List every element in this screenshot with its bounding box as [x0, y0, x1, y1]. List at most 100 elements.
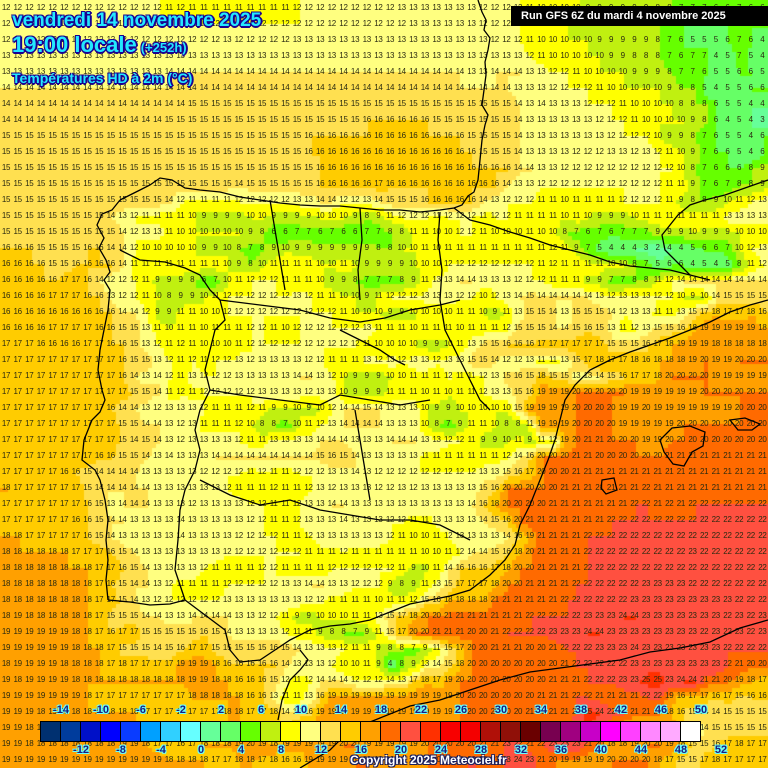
temperature-value: 11 — [223, 323, 231, 332]
temperature-value: 12 — [525, 195, 534, 204]
temperature-value: 9 — [166, 307, 171, 316]
temperature-value: 12 — [409, 211, 418, 220]
temperature-value: 22 — [734, 531, 744, 540]
temperature-value: 14 — [583, 291, 593, 300]
temperature-value: 11 — [397, 595, 406, 604]
temperature-value: 12 — [118, 3, 127, 12]
temperature-value: 19 — [362, 707, 372, 716]
temperature-value: 16 — [176, 643, 185, 652]
temperature-value: 15 — [129, 179, 139, 188]
temperature-value: 14 — [60, 83, 69, 92]
temperature-value: 11 — [583, 259, 592, 268]
temperature-value: 11 — [421, 579, 429, 588]
temperature-value: 17 — [25, 451, 34, 460]
temperature-value: 20 — [478, 659, 488, 668]
temperature-value: 17 — [60, 435, 69, 444]
temperature-value: 13 — [141, 515, 150, 524]
temperature-value: 12 — [653, 163, 662, 172]
temperature-value: 12 — [339, 547, 348, 556]
temperature-value: 12 — [583, 147, 593, 156]
temperature-value: 13 — [141, 51, 150, 60]
temperature-value: 18 — [83, 739, 92, 748]
temperature-value: 13 — [129, 531, 139, 540]
temperature-value: 19 — [630, 419, 639, 428]
temperature-value: 8 — [399, 579, 404, 588]
temperature-value: 20 — [606, 755, 616, 764]
temperature-value: 22 — [595, 579, 604, 588]
temperature-value: 10 — [432, 227, 441, 236]
temperature-value: 14 — [176, 531, 185, 540]
temperature-value: 17 — [48, 499, 57, 508]
temperature-value: 15 — [502, 99, 511, 108]
temperature-value: 7 — [725, 179, 730, 188]
temperature-value: 9 — [318, 243, 323, 252]
temperature-value: 13 — [316, 515, 325, 524]
temperature-value: 11 — [467, 323, 476, 332]
temperature-value: 17 — [141, 707, 150, 716]
temperature-value: 14 — [141, 451, 150, 460]
temperature-value: 19 — [676, 339, 686, 348]
temperature-value: 17 — [164, 691, 174, 700]
temperature-value: 15 — [211, 179, 220, 188]
temperature-value: 20 — [618, 755, 628, 764]
temperature-value: 10 — [734, 227, 744, 236]
temperature-value: 17 — [60, 275, 69, 284]
temperature-value: 22 — [665, 515, 674, 524]
temperature-value: 15 — [222, 115, 232, 124]
temperature-value: 19 — [188, 659, 197, 668]
temperature-value: 11 — [444, 243, 453, 252]
temperature-value: 15 — [48, 227, 57, 236]
temperature-value: 12 — [257, 35, 267, 44]
temperature-value: 16 — [420, 147, 430, 156]
temperature-value: 22 — [734, 643, 744, 652]
temperature-value: 12 — [432, 355, 441, 364]
temperature-value: 19 — [1, 675, 11, 684]
temperature-value: 14 — [397, 67, 406, 76]
temperature-value: 16 — [478, 163, 488, 172]
temperature-value: 10 — [350, 259, 360, 268]
temperature-value: 13 — [444, 355, 453, 364]
temperature-value: 15 — [188, 147, 197, 156]
temperature-value: 13 — [327, 419, 337, 428]
temperature-value: 21 — [723, 467, 732, 476]
temperature-value: 18 — [234, 707, 244, 716]
temperature-value: 10 — [478, 403, 488, 412]
temperature-value: 13 — [432, 35, 441, 44]
temperature-value: 11 — [339, 595, 348, 604]
temperature-value: 11 — [677, 179, 685, 188]
temperature-value: 14 — [700, 275, 709, 284]
temperature-value: 14 — [548, 291, 558, 300]
temperature-value: 10 — [164, 323, 174, 332]
temperature-value: 10 — [455, 323, 465, 332]
temperature-value: 15 — [292, 115, 302, 124]
temperature-value: 20 — [513, 659, 523, 668]
temperature-value: 15 — [83, 483, 92, 492]
temperature-value: 17 — [618, 355, 628, 364]
temperature-value: 17 — [199, 643, 209, 652]
temperature-value: 12 — [409, 595, 418, 604]
temperature-value: 14 — [385, 435, 395, 444]
temperature-value: 23 — [467, 755, 476, 764]
temperature-value: 21 — [525, 595, 534, 604]
temperature-value: 13 — [525, 115, 534, 124]
temperature-value: 13 — [339, 579, 348, 588]
temperature-value: 12 — [211, 595, 220, 604]
temperature-value: 10 — [199, 291, 209, 300]
temperature-value: 16 — [490, 163, 500, 172]
temperature-value: 12 — [176, 419, 185, 428]
temperature-value: 20 — [653, 451, 662, 460]
temperature-value: 19 — [362, 691, 372, 700]
temperature-value: 10 — [199, 339, 209, 348]
temperature-value: 13 — [94, 67, 104, 76]
temperature-value: 17 — [25, 355, 34, 364]
temperature-value: 15 — [758, 291, 767, 300]
temperature-value: 19 — [25, 691, 34, 700]
temperature-value: 9 — [225, 211, 230, 220]
temperature-value: 22 — [641, 531, 651, 540]
temperature-value: 12 — [339, 339, 348, 348]
temperature-value: 11 — [735, 195, 743, 204]
temperature-value: 21 — [525, 515, 534, 524]
temperature-value: 21 — [734, 467, 744, 476]
temperature-value: 11 — [293, 691, 301, 700]
temperature-value: 12 — [292, 307, 302, 316]
